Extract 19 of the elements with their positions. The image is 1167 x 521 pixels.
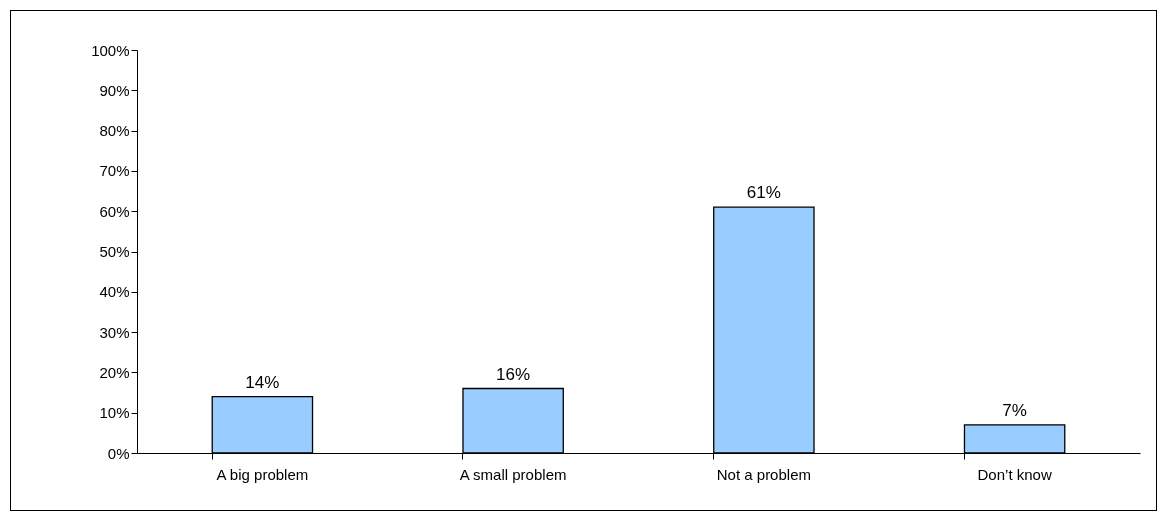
data-label: 16% [496, 364, 531, 384]
data-label: 61% [746, 183, 781, 203]
y-tick-label: 90% [99, 81, 130, 99]
x-tick-label: A big problem [216, 465, 309, 483]
y-tick-label: 50% [99, 243, 130, 260]
x-tick-label: Don’t know [977, 465, 1052, 483]
y-tick-label: 10% [99, 404, 130, 422]
x-tick-label: Not a problem [716, 465, 811, 483]
y-tick-label: 0% [107, 444, 130, 462]
y-tick-label: 20% [99, 363, 130, 381]
data-label: 14% [245, 372, 280, 392]
y-tick-label: 30% [99, 323, 130, 341]
y-tick-label: 100% [91, 41, 130, 59]
x-tick-label: A small problem [459, 465, 567, 483]
data-label: 7% [1002, 400, 1027, 420]
y-tick-label: 60% [99, 202, 130, 220]
y-tick-label: 80% [99, 122, 130, 140]
y-tick-label: 70% [99, 162, 130, 180]
y-tick-label: 40% [99, 283, 130, 301]
